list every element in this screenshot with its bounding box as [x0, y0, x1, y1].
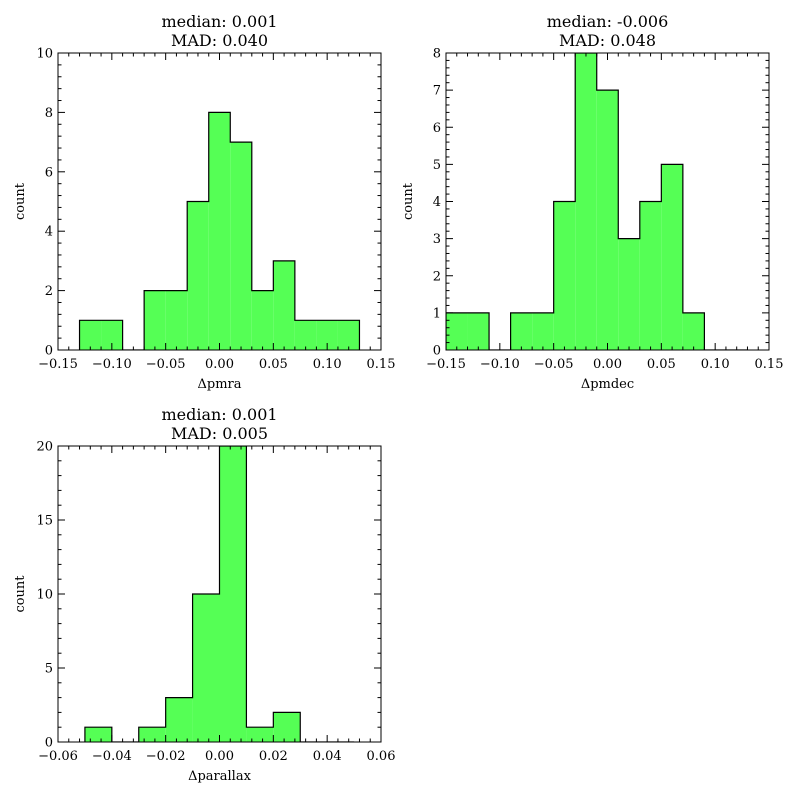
x-tick-label: 0.02 [259, 749, 288, 764]
y-tick-label: 4 [45, 225, 53, 240]
histogram-bar [144, 290, 166, 350]
y-tick-label: 5 [433, 158, 441, 173]
histogram-bar [84, 727, 112, 742]
histogram-outline [446, 53, 748, 350]
chart-title-mad: MAD: 0.048 [559, 31, 656, 50]
x-tick-label: 0.15 [367, 357, 396, 372]
chart-title-median: median: -0.006 [547, 12, 669, 31]
x-tick-label: 0.10 [313, 357, 342, 372]
x-tick-label: 0.00 [205, 357, 234, 372]
y-tick-label: 0 [433, 344, 441, 359]
y-tick-label: 0 [45, 344, 53, 359]
y-tick-label: 8 [45, 106, 53, 121]
histogram-bar [618, 238, 640, 350]
bars [84, 446, 355, 742]
histogram-panel-2: −0.15 −0.10 −0.05 0.00 0.05 0.10 0.15 0 1 2 3 4 5 6 7 8… [401, 12, 783, 392]
histogram-bar [682, 312, 705, 350]
x-tick-label: 0.05 [647, 357, 676, 372]
bars [446, 53, 748, 350]
y-tick-label: 15 [36, 514, 53, 529]
x-tick-label: −0.10 [92, 357, 132, 372]
histogram-bar [219, 446, 247, 742]
y-tick-label: 5 [45, 662, 53, 677]
y-tick-label: 0 [45, 736, 53, 751]
y-tick-label: 8 [433, 47, 441, 62]
x-tick-label: 0.06 [367, 749, 396, 764]
y-tick-label: 7 [433, 84, 441, 99]
x-tick-label: 0.00 [205, 749, 234, 764]
histogram-bar [246, 727, 274, 742]
histogram-bar [101, 320, 123, 350]
y-tick-label: 2 [45, 284, 53, 299]
ticks [57, 52, 382, 351]
histogram-bar [661, 164, 683, 350]
histogram-bar [467, 312, 490, 350]
x-tick-label: −0.05 [534, 357, 574, 372]
x-axis-label: Δparallax [188, 769, 251, 784]
chart-title-median: median: 0.001 [161, 405, 277, 424]
y-axis-label: count [13, 182, 28, 220]
chart-title-median: median: 0.001 [161, 12, 277, 31]
x-axis-label: Δpmdec [581, 377, 634, 392]
y-tick-label: 10 [36, 47, 53, 62]
x-tick-label: −0.04 [92, 749, 132, 764]
histogram-outline [84, 446, 355, 742]
histogram-bar [230, 142, 252, 350]
histogram-bar [79, 320, 102, 350]
x-tick-label: −0.15 [38, 357, 78, 372]
histogram-bar [532, 312, 554, 350]
x-tick-label: −0.10 [480, 357, 520, 372]
y-axis-label: count [13, 575, 28, 613]
histogram-bar [187, 201, 209, 350]
histogram-bar [165, 290, 188, 350]
histogram-bar [510, 312, 533, 350]
histogram-bar [294, 320, 317, 350]
y-axis-label: count [401, 182, 416, 220]
x-tick-label: 0.04 [313, 749, 342, 764]
x-tick-label: −0.05 [146, 357, 186, 372]
chart-title-mad: MAD: 0.005 [171, 424, 268, 443]
y-tick-label: 10 [36, 588, 53, 603]
x-tick-label: 0.05 [259, 357, 288, 372]
y-tick-label: 20 [36, 440, 53, 455]
histogram-bar [251, 290, 274, 350]
x-tick-label: 0.10 [701, 357, 730, 372]
y-tick-label: 2 [433, 269, 441, 284]
ticks [445, 52, 770, 351]
histogram-bar [337, 320, 360, 350]
histogram-bar [316, 320, 338, 350]
histogram-panel-1: −0.15 −0.10 −0.05 0.00 0.05 0.10 0.15 0 2 4 6 8 10 me… [13, 12, 395, 392]
histogram-bar [192, 594, 220, 742]
y-tick-label: 6 [45, 165, 53, 180]
histogram-bar [273, 712, 301, 742]
y-tick-label: 6 [433, 121, 441, 136]
x-tick-label: 0.15 [755, 357, 784, 372]
histogram-panel-3: −0.06 −0.04 −0.02 0.00 0.02 0.04 0.06 0 5 10 15 20 m… [13, 405, 395, 784]
histogram-bar [596, 90, 619, 350]
chart-title-mad: MAD: 0.040 [171, 31, 268, 50]
histogram-bar [165, 697, 193, 742]
x-tick-label: −0.02 [146, 749, 186, 764]
histogram-bar [208, 112, 231, 350]
x-tick-label: 0.00 [593, 357, 622, 372]
y-tick-label: 4 [433, 195, 441, 210]
histogram-bar [273, 260, 295, 350]
y-tick-label: 1 [433, 306, 441, 321]
ticks [57, 445, 382, 743]
x-tick-label: −0.06 [38, 749, 78, 764]
histogram-outline [78, 111, 361, 350]
bars [78, 111, 361, 350]
x-tick-label: −0.15 [426, 357, 466, 372]
histogram-bar [639, 201, 662, 350]
histogram-bar [446, 312, 468, 350]
histogram-bar [553, 201, 576, 350]
x-axis-label: Δpmra [197, 377, 241, 392]
histogram-bar [138, 727, 166, 742]
y-tick-label: 3 [433, 232, 441, 247]
histogram-bar [575, 53, 597, 350]
